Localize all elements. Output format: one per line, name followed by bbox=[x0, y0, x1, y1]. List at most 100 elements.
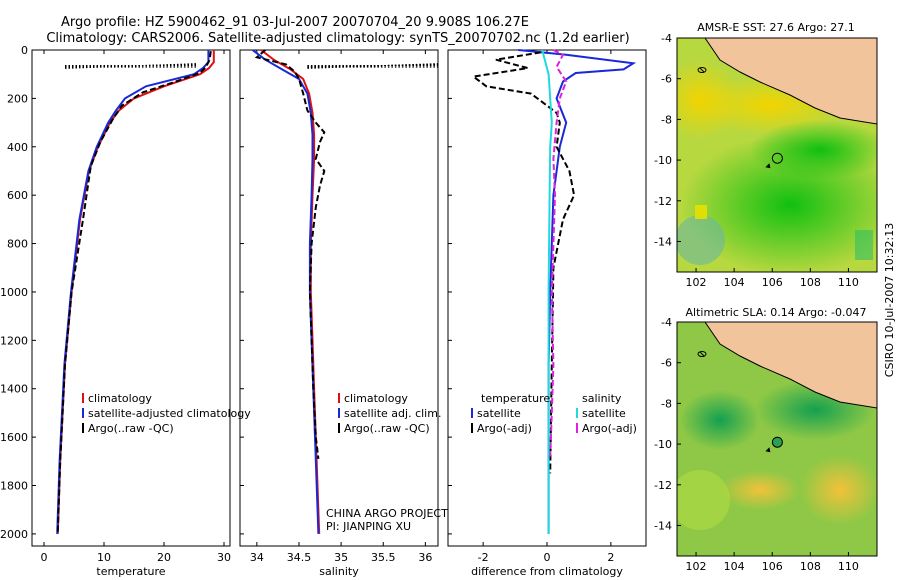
series-line-satellite bbox=[56, 50, 210, 534]
figure-title-line1: Argo profile: HZ 5900462_91 03-Jul-2007 … bbox=[61, 15, 529, 30]
map-y-tick-label: -10 bbox=[654, 154, 672, 167]
sst-map-frame bbox=[676, 37, 878, 273]
x-axis-label: salinity bbox=[319, 565, 359, 578]
sla-map-axes: 102 104 106 108 110 -4 -6 -8 -10 -12 -14 bbox=[654, 316, 859, 573]
x-tick-label: 10 bbox=[97, 551, 111, 564]
series-line-argo bbox=[254, 49, 326, 460]
series-line-satellite bbox=[251, 49, 320, 534]
map-x-tick-label: 106 bbox=[762, 276, 783, 289]
series-line-climatology bbox=[56, 50, 215, 534]
x-tick-label: 34.5 bbox=[287, 551, 312, 564]
float-position-marker bbox=[771, 152, 783, 164]
x-tick-label: 35 bbox=[334, 551, 348, 564]
float-position-marker bbox=[771, 436, 783, 448]
salinity-plot: 34 34.5 35 35.5 36 salinity climatology satelli… bbox=[240, 49, 448, 578]
raw-qc-dotted-line bbox=[64, 63, 198, 69]
difference-axes-frame bbox=[447, 49, 647, 547]
map-y-tick-label: -6 bbox=[661, 73, 672, 86]
timestamp-stamp: CSIRO 10-Jul-2007 10:32:13 bbox=[883, 223, 896, 377]
series-line-temp-argo bbox=[471, 51, 576, 474]
y-tick-label: 1400 bbox=[0, 383, 28, 396]
y-tick-label: 1600 bbox=[0, 431, 28, 444]
raw-qc-dotted-line bbox=[64, 63, 198, 69]
raw-qc-dotted-line bbox=[307, 64, 439, 67]
legend-label: climatology bbox=[88, 392, 152, 405]
sst-map-image bbox=[677, 38, 877, 272]
map-x-tick-label: 102 bbox=[686, 276, 707, 289]
track-arrow-icon bbox=[765, 447, 771, 453]
legend-label: Argo(..raw -QC) bbox=[344, 422, 430, 435]
map-x-tick-label: 106 bbox=[762, 560, 783, 573]
legend-title: temperature bbox=[481, 392, 550, 405]
raw-qc-dotted-line bbox=[64, 64, 198, 68]
temperature-axes-frame bbox=[31, 49, 231, 547]
x-axis-label: temperature bbox=[96, 565, 165, 578]
sst-map-title: AMSR-E SST: 27.6 Argo: 27.1 bbox=[697, 21, 855, 34]
map-y-tick-label: -14 bbox=[654, 235, 672, 248]
legend-label: climatology bbox=[344, 392, 408, 405]
x-tick-label: 0 bbox=[41, 551, 48, 564]
x-tick-label: -2 bbox=[478, 551, 489, 564]
legend-label: satellite-adjusted climatology bbox=[88, 407, 251, 420]
raw-qc-dotted-line bbox=[64, 64, 198, 67]
raw-qc-dotted-line bbox=[307, 63, 439, 69]
map-x-tick-label: 104 bbox=[724, 276, 745, 289]
legend-label: Argo(..raw -QC) bbox=[88, 422, 174, 435]
map-y-tick-label: -4 bbox=[661, 32, 672, 45]
sla-map-image bbox=[677, 322, 877, 556]
legend-title: salinity bbox=[582, 392, 622, 405]
map-y-tick-label: -12 bbox=[654, 195, 672, 208]
map-x-tick-label: 110 bbox=[838, 276, 859, 289]
raw-qc-dotted-line bbox=[307, 63, 439, 69]
project-annotation: PI: JIANPING XU bbox=[326, 520, 411, 533]
x-tick-label: 20 bbox=[157, 551, 171, 564]
map-x-tick-label: 102 bbox=[686, 560, 707, 573]
map-x-tick-label: 110 bbox=[838, 560, 859, 573]
x-tick-label: 0 bbox=[544, 551, 551, 564]
y-tick-label: 1800 bbox=[0, 480, 28, 493]
legend-label: satellite bbox=[582, 407, 626, 420]
x-tick-label: 2 bbox=[607, 551, 614, 564]
sla-map-title: Altimetric SLA: 0.14 Argo: -0.047 bbox=[686, 306, 867, 319]
series-line-sal-satellite bbox=[541, 49, 553, 534]
x-tick-label: 36 bbox=[418, 551, 432, 564]
salinity-axes-frame bbox=[239, 49, 439, 547]
y-tick-label: 1200 bbox=[0, 334, 28, 347]
legend-label: Argo(-adj) bbox=[582, 422, 637, 435]
map-y-tick-label: -8 bbox=[661, 397, 672, 410]
legend-label: Argo(-adj) bbox=[477, 422, 532, 435]
x-tick-label: 34 bbox=[250, 551, 264, 564]
project-annotation: CHINA ARGO PROJECT bbox=[326, 507, 448, 520]
map-y-tick-label: -6 bbox=[661, 357, 672, 370]
sst-map-axes: 102 104 106 108 110 -4 -6 -8 -10 -12 -14 bbox=[654, 32, 859, 289]
legend-label: satellite bbox=[477, 407, 521, 420]
legend-label: satellite adj. clim. bbox=[344, 407, 441, 420]
y-tick-label: 400 bbox=[7, 141, 28, 154]
temperature-plot: 0 10 20 30 0 200 400 600 800 1000 1200 1400 1600 1800… bbox=[0, 44, 251, 578]
map-y-tick-label: -4 bbox=[661, 316, 672, 329]
track-arrow-icon bbox=[765, 163, 771, 169]
y-tick-label: 2000 bbox=[0, 528, 28, 541]
y-tick-label: 0 bbox=[21, 44, 28, 57]
series-line-argo bbox=[56, 51, 212, 532]
map-x-tick-label: 108 bbox=[800, 560, 821, 573]
raw-qc-dotted-line bbox=[307, 64, 439, 68]
x-tick-label: 35.5 bbox=[371, 551, 396, 564]
map-y-tick-label: -10 bbox=[654, 438, 672, 451]
map-x-tick-label: 104 bbox=[724, 560, 745, 573]
x-axis-label: difference from climatology bbox=[471, 565, 623, 578]
figure-title-line2: Climatology: CARS2006. Satellite-adjuste… bbox=[46, 31, 629, 46]
series-line-temp-satellite bbox=[518, 49, 637, 534]
y-tick-label: 200 bbox=[7, 92, 28, 105]
map-y-tick-label: -8 bbox=[661, 113, 672, 126]
y-tick-label: 800 bbox=[7, 238, 28, 251]
sla-map-frame bbox=[676, 321, 878, 557]
y-tick-label: 1000 bbox=[0, 286, 28, 299]
series-line-sal-argo bbox=[549, 49, 568, 457]
map-y-tick-label: -12 bbox=[654, 479, 672, 492]
map-y-tick-label: -14 bbox=[654, 519, 672, 532]
x-tick-label: 30 bbox=[217, 551, 231, 564]
map-x-tick-label: 108 bbox=[800, 276, 821, 289]
